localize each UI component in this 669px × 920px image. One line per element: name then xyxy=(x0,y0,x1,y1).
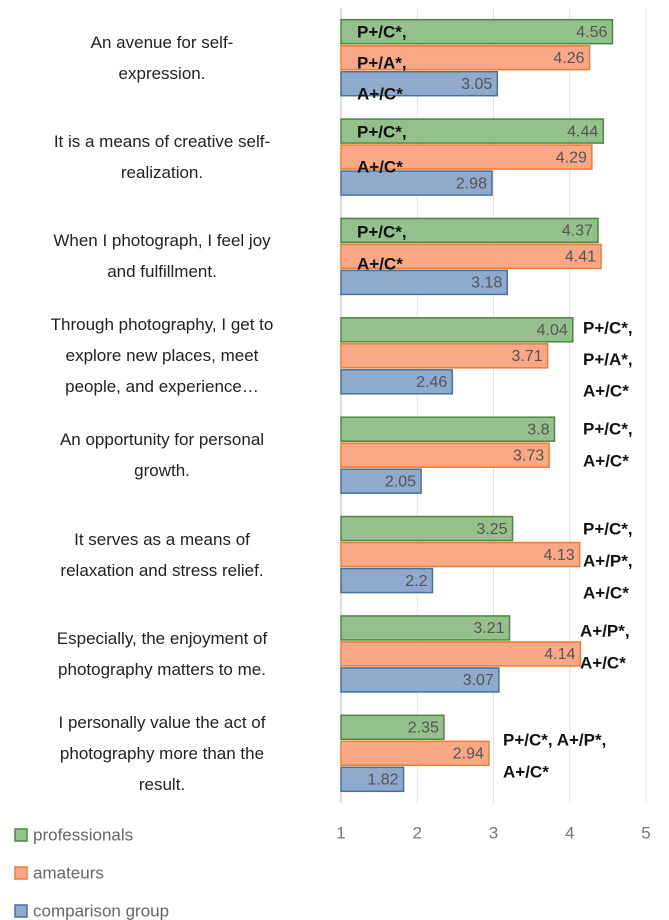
annotation: P+/C*, xyxy=(583,419,633,438)
bar xyxy=(340,442,550,468)
bar xyxy=(340,667,500,693)
value-label: 4.26 xyxy=(553,50,584,67)
value-label: 4.04 xyxy=(537,322,568,339)
bar xyxy=(340,766,405,793)
value-label: 4.56 xyxy=(576,24,607,41)
annotation: A+/C* xyxy=(583,381,629,400)
value-label: 4.37 xyxy=(562,223,593,240)
value-label: 4.13 xyxy=(544,547,575,564)
bar xyxy=(340,714,445,741)
category-label: It is a means of creative self- realizat… xyxy=(53,132,271,183)
legend-label: amateurs xyxy=(33,863,104,882)
bar xyxy=(340,269,508,296)
annotation: P+/C*, xyxy=(357,122,407,141)
value-label: 3.8 xyxy=(527,421,549,438)
value-label: 4.41 xyxy=(565,249,596,266)
x-tick-label: 2 xyxy=(413,823,422,842)
value-label: 3.07 xyxy=(463,672,494,689)
annotation: A+/C* xyxy=(357,254,403,273)
category-label: When I photograph, I feel joy and fulfil… xyxy=(53,231,271,282)
value-label: 2.05 xyxy=(385,473,416,490)
value-label: 2.94 xyxy=(453,746,484,763)
x-tick-label: 3 xyxy=(489,823,498,842)
value-label: 2.46 xyxy=(416,374,447,391)
annotation: A+/C* xyxy=(357,157,403,176)
annotation: A+/C* xyxy=(583,451,629,470)
bar xyxy=(340,118,605,144)
bar xyxy=(340,343,549,369)
value-label: 2.35 xyxy=(408,720,439,737)
x-tick-label: 5 xyxy=(641,823,650,842)
bar xyxy=(340,18,614,45)
annotation: A+/P*, xyxy=(583,551,633,570)
bar xyxy=(340,44,591,71)
bar xyxy=(340,515,514,542)
x-tick-label: 1 xyxy=(336,823,345,842)
annotation: P+/C*, xyxy=(583,519,633,538)
bar xyxy=(340,70,499,97)
value-label: 3.21 xyxy=(473,620,504,637)
annotation: P+/A*, xyxy=(357,53,407,72)
value-label: 2.2 xyxy=(405,573,427,590)
value-label: 4.14 xyxy=(544,646,575,663)
category-label: An avenue for self- expression. xyxy=(90,32,234,83)
annotation: A+/C* xyxy=(583,583,629,602)
annotation: P+/C*, xyxy=(583,318,633,337)
bar xyxy=(340,317,574,343)
x-tick-label: 4 xyxy=(565,823,574,842)
value-label: 3.18 xyxy=(471,275,502,292)
value-label: 3.73 xyxy=(513,447,544,464)
category-label: I personally value the act of photograph… xyxy=(58,712,266,794)
value-label: 2.98 xyxy=(456,175,487,192)
bar xyxy=(340,615,511,641)
annotation: P+/A*, xyxy=(583,350,633,369)
category-label: It serves as a means of relaxation and s… xyxy=(60,529,264,580)
bar xyxy=(340,641,582,667)
category-label: Through photography, I get to explore ne… xyxy=(50,315,274,397)
legend-label: professionals xyxy=(33,825,133,844)
bar xyxy=(340,541,581,568)
annotation: A+/C* xyxy=(580,653,626,672)
value-label: 3.05 xyxy=(461,76,492,93)
value-label: 1.82 xyxy=(367,772,398,789)
bar xyxy=(340,243,602,270)
category-label: An opportunity for personal growth. xyxy=(59,430,265,481)
value-label: 3.71 xyxy=(511,348,542,365)
bar xyxy=(340,170,493,196)
legend-swatch xyxy=(14,866,28,880)
bar xyxy=(340,369,454,395)
annotation: P+/C*, xyxy=(357,222,407,241)
annotation: A+/C* xyxy=(357,84,403,103)
annotation: A+/P*, xyxy=(580,621,630,640)
category-label: Especially, the enjoyment of photography… xyxy=(56,628,268,679)
legend-swatch xyxy=(14,828,28,842)
value-label: 4.44 xyxy=(567,123,598,140)
annotation: A+/C* xyxy=(503,762,549,781)
bar xyxy=(340,217,599,244)
annotation: P+/C*, A+/P*, xyxy=(503,730,606,749)
value-label: 3.25 xyxy=(476,521,507,538)
bar xyxy=(340,468,422,494)
annotation: P+/C*, xyxy=(357,22,407,41)
bar xyxy=(340,416,556,442)
value-label: 4.29 xyxy=(556,149,587,166)
legend-label: comparison group xyxy=(33,901,169,920)
legend-swatch xyxy=(14,904,28,918)
bar xyxy=(340,567,434,594)
bar xyxy=(340,144,593,170)
bar xyxy=(340,740,490,767)
